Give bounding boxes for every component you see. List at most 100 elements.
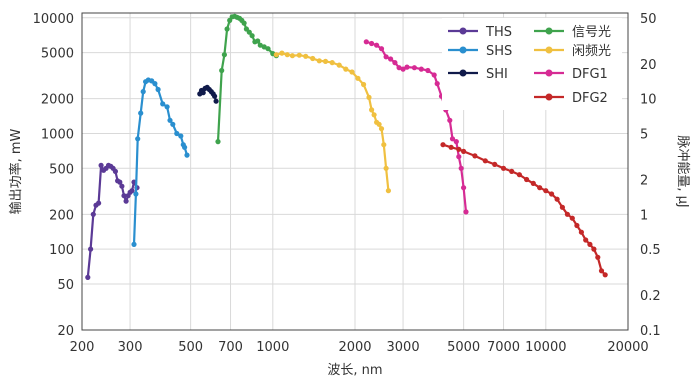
y2-tick-label: 1 [640,208,648,223]
legend-swatch-marker [545,93,553,101]
y2-tick-label: 0.1 [640,324,661,339]
data-point [543,188,549,194]
data-point [184,152,190,158]
plot-frame [81,12,629,331]
data-point [121,193,127,199]
x-tick-label: 2000 [338,340,371,355]
legend-item: 信号光 [534,25,611,40]
data-point [221,52,227,58]
legend-label: THS [485,25,512,40]
legend-label: 闲频光 [572,44,611,59]
data-point [569,215,575,221]
legend-background [442,18,622,110]
data-point [355,75,361,81]
legend-item: DFG2 [534,91,608,106]
y-tick-label: 10000 [33,12,74,27]
data-point [135,136,141,142]
data-point [449,136,456,142]
x-tick-label: 200 [70,340,95,355]
x-tick-label: 10000 [525,340,566,355]
legend-item: DFG1 [534,67,608,82]
series-line [275,51,390,191]
data-point [90,211,96,217]
data-point [213,98,219,104]
data-point [279,50,285,56]
y2-tick-label: 10 [640,93,657,108]
data-point [249,33,255,39]
legend-label: DFG1 [572,67,608,82]
data-point [574,222,580,229]
data-point [178,133,184,139]
series-3 [215,13,279,145]
data-point [138,110,144,116]
data-point [447,117,453,123]
data-point [559,204,566,210]
data-point [378,46,385,52]
data-point [123,198,129,204]
legend-swatch-marker [545,46,553,54]
series-4 [273,50,391,194]
data-point [587,241,593,247]
data-point [133,191,139,197]
legend-swatch-marker [459,27,467,35]
y2-axis-title: 脉冲能量, µJ [675,135,690,207]
data-point [152,81,158,87]
data-point [85,274,91,280]
data-point [385,188,391,194]
y2-tick-label: 2 [640,173,648,188]
data-point [88,246,94,252]
data-point [174,130,180,137]
data-point [119,183,125,189]
data-point [366,94,372,100]
data-point [212,93,218,99]
y2-tick-label: 0.5 [640,243,661,258]
data-point [578,229,585,235]
data-point [598,268,605,274]
data-point [255,38,261,44]
data-point [98,162,104,168]
data-point [500,165,507,171]
series-layer [85,13,608,280]
legend-swatch-marker [459,46,467,54]
x-tick-label: 20000 [607,340,648,355]
y-tick-label: 5000 [41,47,74,62]
data-point [404,64,410,70]
data-point [371,112,377,118]
data-point [549,191,555,197]
data-point [246,29,252,35]
data-point [554,196,560,202]
legend-swatch-marker [545,27,553,35]
data-point [336,62,342,68]
data-point [448,144,454,150]
data-point [316,58,322,64]
data-point [349,69,355,75]
data-point [155,86,161,93]
x-tick-label: 700 [218,340,243,355]
data-point [383,54,389,60]
y-tick-label: 20 [57,324,74,339]
legend-swatch-marker [545,69,553,77]
y-tick-label: 500 [49,162,74,177]
data-point [388,56,394,62]
data-point [265,46,271,52]
data-point [303,53,309,59]
data-point [461,185,467,191]
data-point [461,148,467,154]
data-point [583,237,589,243]
data-point [472,153,478,159]
data-point [160,101,166,107]
data-point [369,107,375,113]
data-point [296,52,302,58]
legend-label: SHI [486,67,508,82]
x-tick-label: 7000 [487,340,520,355]
data-point [411,65,417,71]
data-point [378,126,385,132]
data-point [591,246,597,252]
legend-label: DFG2 [572,91,608,106]
x-tick-label: 3000 [387,340,420,355]
data-point [400,66,406,72]
data-point [383,165,389,171]
data-point [369,40,375,47]
y-tick-label: 100 [49,243,74,258]
